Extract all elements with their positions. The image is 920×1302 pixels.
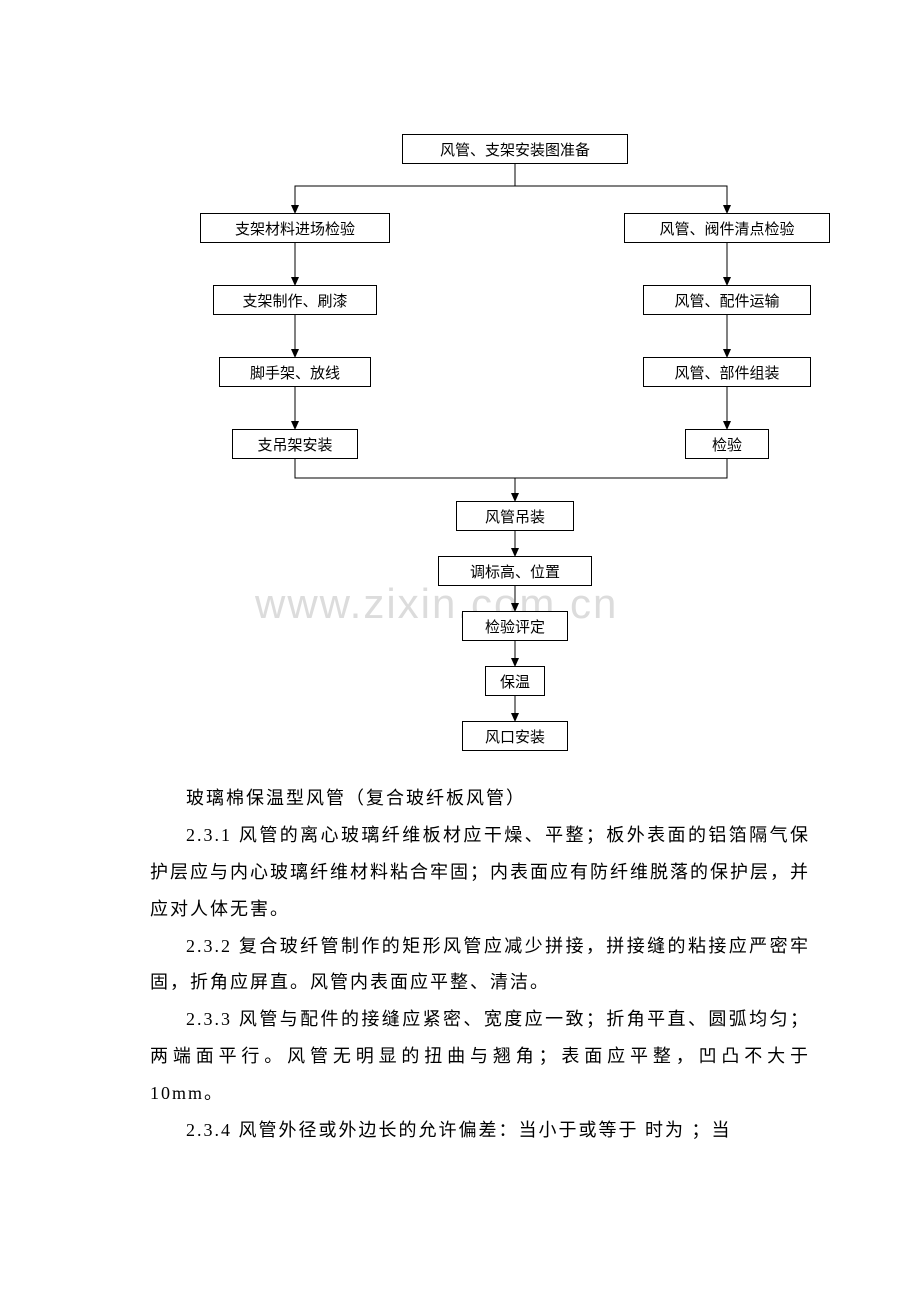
flowchart-node: 风管、配件运输 bbox=[643, 285, 811, 315]
flowchart-node: 风管吊装 bbox=[456, 501, 574, 531]
flowchart-node: 调标高、位置 bbox=[438, 556, 592, 586]
flowchart-node: 支架材料进场检验 bbox=[200, 213, 390, 243]
flowchart-node: 检验 bbox=[685, 429, 769, 459]
paragraph: 2.3.3 风管与配件的接缝应紧密、宽度应一致；折角平直、圆弧均匀；两端面平行。… bbox=[150, 1001, 810, 1112]
body-text-section: 玻璃棉保温型风管（复合玻纤板风管） 2.3.1 风管的离心玻璃纤维板材应干燥、平… bbox=[0, 760, 920, 1189]
paragraph: 2.3.2 复合玻纤管制作的矩形风管应减少拼接，拼接缝的粘接应严密牢固，折角应屏… bbox=[150, 928, 810, 1002]
flowchart-node: 检验评定 bbox=[462, 611, 568, 641]
document-page: www.zixin.com.cn 风管、支架安装图准备支架材料进场检验风管、阀件… bbox=[0, 0, 920, 1189]
flowchart-node: 风管、支架安装图准备 bbox=[402, 134, 628, 164]
section-heading: 玻璃棉保温型风管（复合玻纤板风管） bbox=[150, 780, 810, 817]
flowchart-node: 支架制作、刷漆 bbox=[213, 285, 377, 315]
flowchart-node: 风管、阀件清点检验 bbox=[624, 213, 830, 243]
flowchart-node: 保温 bbox=[485, 666, 545, 696]
flowchart-node: 风管、部件组装 bbox=[643, 357, 811, 387]
flowchart-diagram: www.zixin.com.cn 风管、支架安装图准备支架材料进场检验风管、阀件… bbox=[0, 0, 920, 760]
paragraph: 2.3.1 风管的离心玻璃纤维板材应干燥、平整；板外表面的铝箔隔气保护层应与内心… bbox=[150, 817, 810, 928]
flowchart-node: 支吊架安装 bbox=[232, 429, 358, 459]
flowchart-node: 脚手架、放线 bbox=[219, 357, 371, 387]
flowchart-node: 风口安装 bbox=[462, 721, 568, 751]
paragraph: 2.3.4 风管外径或外边长的允许偏差：当小于或等于 时为 ；当 bbox=[150, 1112, 810, 1149]
